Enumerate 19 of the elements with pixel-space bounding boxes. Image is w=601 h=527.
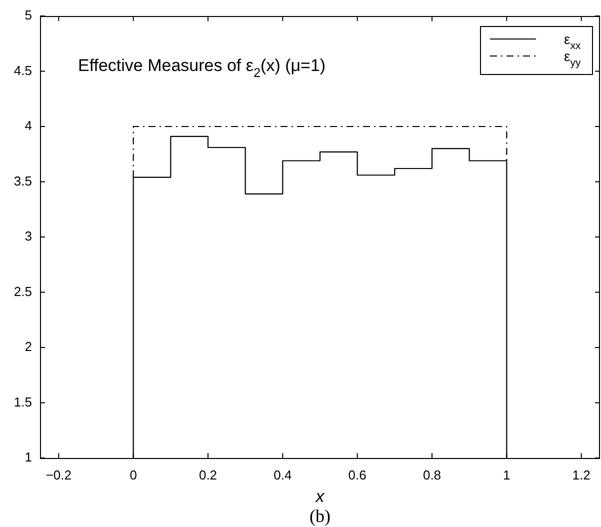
- x-tick-label: 0.6: [348, 467, 366, 482]
- y-tick-label: 3.5: [14, 173, 32, 188]
- x-tick-label: 1.2: [572, 467, 590, 482]
- x-tick-label: 0.4: [274, 467, 292, 482]
- y-tick-label: 2: [24, 339, 32, 354]
- y-tick-label: 4.5: [14, 62, 32, 78]
- text: (b): [310, 506, 330, 526]
- y-tick-label: 1: [24, 450, 32, 465]
- x-tick-label: 1: [503, 467, 510, 482]
- x-tick-label: 0.8: [422, 467, 442, 482]
- y-tick-label: 3: [24, 228, 32, 244]
- x-axis-title: x: [314, 487, 325, 506]
- y-tick-label: 5: [24, 8, 32, 23]
- x-tick-label: −0.2: [46, 467, 72, 482]
- y-tick-label: 2.5: [14, 284, 32, 299]
- y-tick-label: 1.5: [14, 394, 32, 410]
- y-tick-label: 4: [24, 118, 32, 134]
- x-tick-label: 0: [130, 467, 137, 482]
- x-tick-label: 0.2: [198, 467, 218, 482]
